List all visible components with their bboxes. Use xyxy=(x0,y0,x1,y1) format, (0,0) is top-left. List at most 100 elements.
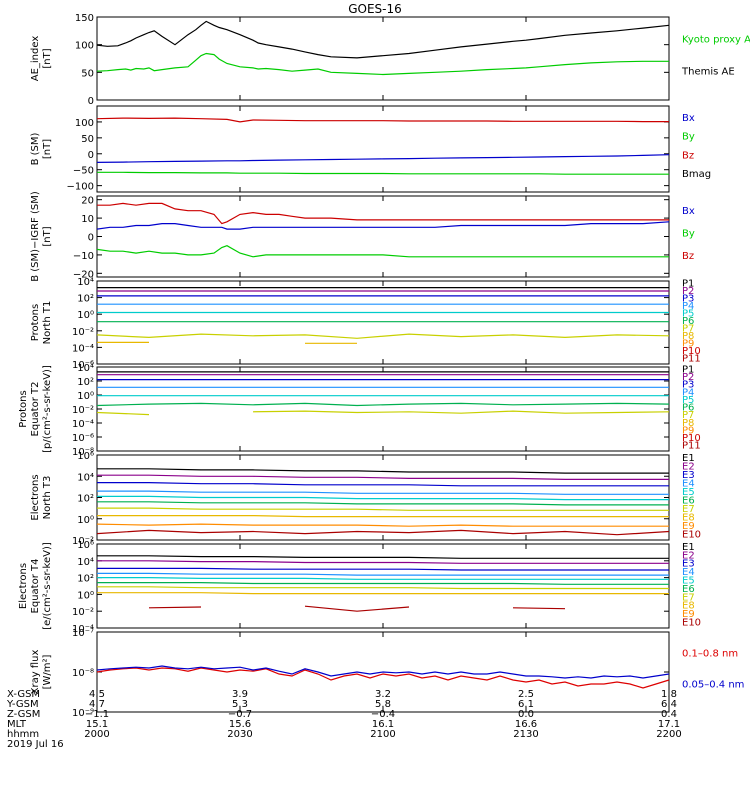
series-line xyxy=(96,667,670,689)
footer-value: 4.5 xyxy=(89,689,105,700)
panel-xray: 10⁻⁷ 10⁻⁸ 10⁻⁹ Xray flux [W/m²] 0.1–0.8 nm 0.0… xyxy=(30,628,744,719)
legend-entry: E2 xyxy=(682,550,695,561)
footer-value: 6.4 xyxy=(661,699,677,710)
footer-value: 5.3 xyxy=(232,699,248,710)
series-line xyxy=(96,529,670,536)
series-line xyxy=(96,333,670,339)
y-axis-label: Xray flux xyxy=(30,650,41,695)
legend-entry: By xyxy=(682,132,695,143)
panel-b_igrf: −20 −10 0 10 20 B (SM)−IGRF (SM) [nT] Bx By Bz xyxy=(30,191,695,282)
y-tick-label: 10² xyxy=(77,574,94,585)
y-tick-label: 0 xyxy=(88,96,94,107)
legend-entry: P10 xyxy=(682,433,701,444)
panel-b_sm: −100 −50 0 50 100 B (SM) [nT] Bx By Bz Bmag xyxy=(30,105,711,193)
series-line xyxy=(96,245,669,258)
series-line xyxy=(97,567,669,571)
series-line xyxy=(97,482,669,487)
series-line xyxy=(96,665,670,679)
y-axis-label: B (SM) xyxy=(30,132,41,165)
legend-entry: P10 xyxy=(682,346,701,357)
y-tick-label: 20 xyxy=(81,196,94,207)
footer-value: −1.1 xyxy=(85,709,109,720)
y-tick-label: 10⁰ xyxy=(77,310,94,321)
legend-entry: E8 xyxy=(682,512,695,523)
legend-entry: Bz xyxy=(682,150,694,161)
footer-value: 4.7 xyxy=(89,699,105,710)
footer-value: 2030 xyxy=(227,729,252,740)
legend-entry: P7 xyxy=(682,410,694,421)
y-axis-label: Protons xyxy=(30,304,41,341)
y-tick-label: 150 xyxy=(75,13,94,24)
series-line xyxy=(97,341,357,344)
y-tick-label: 10² xyxy=(77,494,94,505)
series-line xyxy=(97,555,669,559)
footer-date-label: 2019 Jul 16 xyxy=(7,739,64,750)
y-axis-label: [nT] xyxy=(42,139,53,159)
legend-entry: By xyxy=(682,229,695,240)
legend-entry: Bx xyxy=(682,113,695,124)
y-tick-label: 10⁻² xyxy=(72,327,94,338)
y-tick-label: 100 xyxy=(75,118,94,129)
footer-row-label: X-GSM xyxy=(7,689,40,700)
series-line xyxy=(97,560,669,564)
y-tick-label: 50 xyxy=(81,134,94,145)
series-line xyxy=(97,592,669,595)
series-line xyxy=(96,410,670,416)
legend-entry: E3 xyxy=(682,559,695,570)
y-axis-label: North T1 xyxy=(42,301,53,345)
y-tick-label: 10⁻⁴ xyxy=(72,624,94,635)
legend-entry: P2 xyxy=(682,286,694,297)
series-line xyxy=(97,468,669,474)
footer-value: 1.8 xyxy=(661,689,677,700)
footer-value: 2200 xyxy=(656,729,681,740)
y-tick-label: −50 xyxy=(73,166,94,177)
legend-entry: 0.05–0.4 nm xyxy=(682,679,744,690)
legend-entry: P9 xyxy=(682,339,694,350)
legend-entry: E7 xyxy=(682,592,695,603)
series-line xyxy=(97,577,669,580)
y-tick-label: 0 xyxy=(88,233,94,244)
footer-value: −0.7 xyxy=(228,709,252,720)
legend-entry: E4 xyxy=(682,478,695,489)
legend-entry: E8 xyxy=(682,601,695,612)
legend-entry: P3 xyxy=(682,293,694,304)
series-line xyxy=(97,572,669,576)
series-line xyxy=(96,20,670,59)
footer-value: 0.0 xyxy=(518,709,534,720)
y-tick-label: −20 xyxy=(73,269,94,280)
series-line xyxy=(96,154,670,163)
y-axis-label: [W/m²] xyxy=(42,654,53,689)
y-tick-label: 0 xyxy=(88,150,94,161)
y-tick-label: 10⁰ xyxy=(77,590,94,601)
legend-entry: P8 xyxy=(682,418,694,429)
legend-entry: P4 xyxy=(682,301,694,312)
panel-protons_t2: 10⁴ 10² 10⁰ 10⁻² 10⁻⁴ 10⁻⁶ 10⁻⁸ Protons Equator … xyxy=(18,363,701,458)
series-line xyxy=(96,117,669,123)
legend-entry: E3 xyxy=(682,470,695,481)
y-axis-label: Electrons xyxy=(18,563,29,609)
legend-entry: E7 xyxy=(682,504,695,515)
footer-value: 16.1 xyxy=(372,719,394,730)
y-tick-label: 10⁴ xyxy=(77,277,94,288)
series-line xyxy=(148,605,566,612)
legend-entry: P1 xyxy=(682,278,694,289)
footer-value: −0.4 xyxy=(371,709,395,720)
y-tick-label: 10⁻⁴ xyxy=(72,419,94,430)
legend-entry: Themis AE xyxy=(681,66,735,77)
series-line xyxy=(97,171,669,175)
footer-value: 0.4 xyxy=(661,709,677,720)
legend-entry: E10 xyxy=(682,617,701,628)
y-tick-label: 100 xyxy=(75,41,94,52)
y-axis-label: Protons xyxy=(18,390,29,427)
legend-entry: P5 xyxy=(682,308,694,319)
y-tick-label: −10 xyxy=(73,251,94,262)
legend-entry: 0.1–0.8 nm xyxy=(682,649,738,660)
y-axis-label: [nT] xyxy=(42,48,53,68)
y-tick-label: 10⁶ xyxy=(77,451,94,462)
y-tick-label: 10⁻⁶ xyxy=(72,433,94,444)
y-tick-label: 10⁴ xyxy=(77,363,94,374)
legend-entry: P6 xyxy=(682,316,694,327)
